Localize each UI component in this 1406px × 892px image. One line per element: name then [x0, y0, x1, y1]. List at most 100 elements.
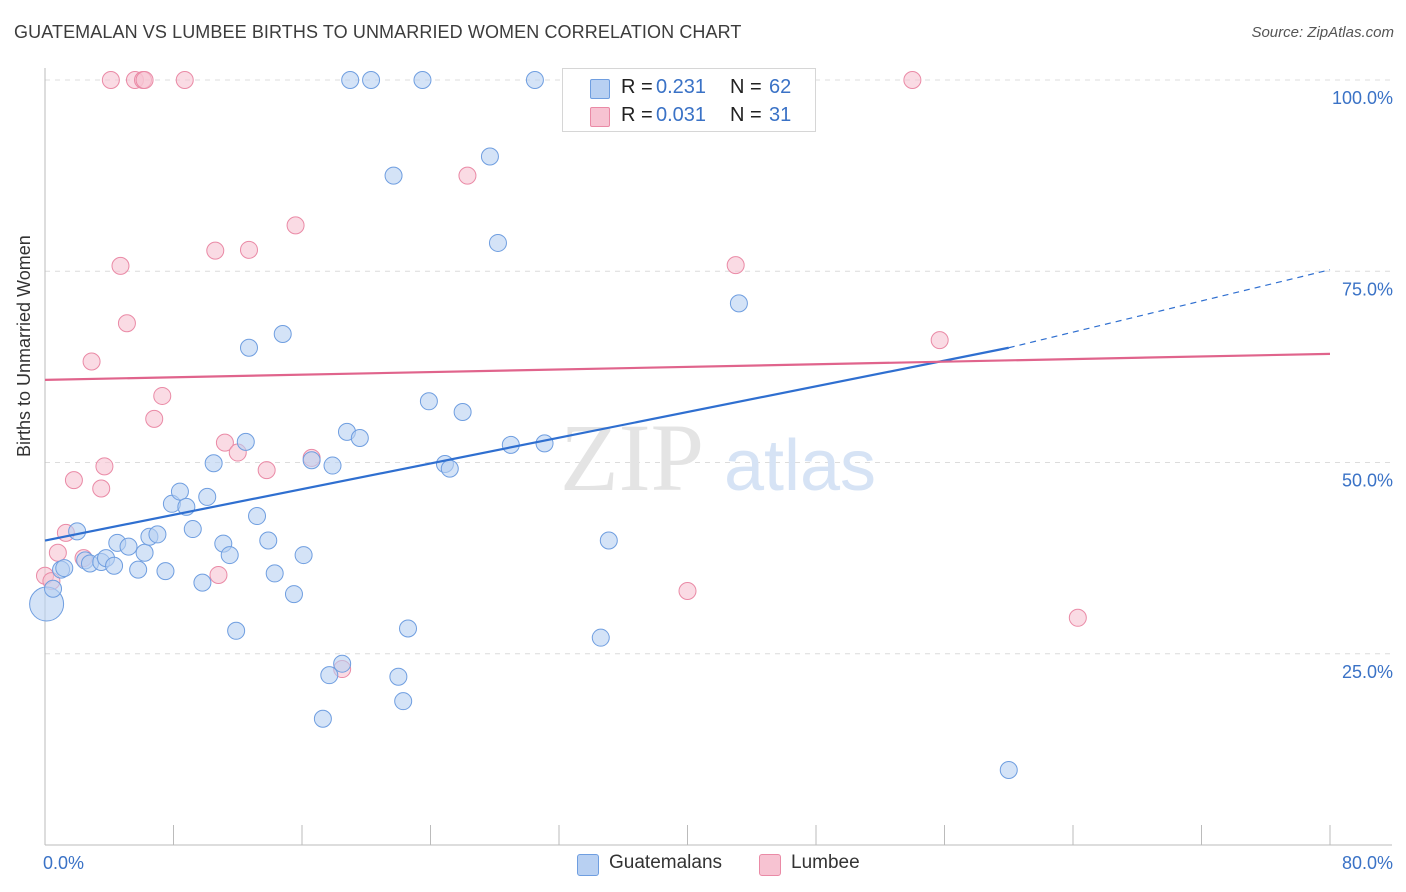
legend-n-value: 31 [769, 104, 792, 126]
point-guatemalan [193, 573, 212, 592]
y-tick-label: 25.0% [1342, 662, 1393, 682]
point-guatemalan [729, 294, 748, 313]
bottom-legend-label: Guatemalans [609, 852, 723, 873]
point-guatemalan [119, 537, 138, 556]
point-guatemalan [501, 435, 520, 454]
point-lumbee [726, 256, 745, 275]
point-guatemalan [135, 543, 154, 562]
y-axis-label: Births to Unmarried Women [14, 235, 34, 457]
point-lumbee [175, 71, 194, 89]
point-guatemalan [394, 692, 413, 711]
point-guatemalan [535, 434, 554, 453]
axes [44, 68, 1392, 846]
point-guatemalan [389, 667, 408, 686]
point-guatemalan [204, 454, 223, 473]
trend-line-guatemalans-extension [1008, 269, 1331, 349]
point-guatemalan [525, 71, 544, 89]
y-tick-label: 75.0% [1342, 279, 1393, 299]
point-guatemalan [488, 233, 507, 252]
point-guatemalan [198, 487, 217, 506]
point-guatemalan [265, 564, 284, 583]
watermark-zip: ZIP [560, 404, 704, 511]
legend-r-value: 0.031 [656, 104, 707, 126]
bottom-legend-swatch-blue [577, 854, 599, 876]
legend-n-label: N = [730, 104, 762, 126]
watermark-atlas: atlas [724, 426, 876, 506]
point-guatemalan [419, 392, 438, 411]
point-lumbee [95, 457, 114, 476]
legend-row-lumbee: R = 0.031 N = 31 [563, 101, 815, 129]
point-guatemalan [248, 507, 267, 526]
point-lumbee [257, 461, 276, 480]
point-guatemalan [399, 619, 418, 638]
point-guatemalan [362, 71, 381, 89]
point-guatemalan [183, 520, 202, 539]
point-guatemalan [350, 429, 369, 448]
point-lumbee [92, 479, 111, 498]
point-guatemalan [284, 585, 303, 604]
trend-line-guatemalans [44, 346, 1009, 542]
bottom-legend-swatch-pink [759, 854, 781, 876]
point-lumbee [82, 352, 101, 371]
point-guatemalan [148, 525, 167, 544]
legend-swatch-pink [590, 107, 610, 127]
point-lumbee [135, 71, 154, 89]
point-lumbee [1068, 608, 1087, 627]
point-guatemalan [453, 403, 472, 422]
point-guatemalan [239, 338, 258, 357]
chart-title: GUATEMALAN VS LUMBEE BIRTHS TO UNMARRIED… [14, 22, 742, 42]
point-lumbee [153, 386, 172, 405]
point-guatemalan [591, 628, 610, 647]
point-lumbee [64, 471, 83, 490]
stats-legend: R = 0.231 N = 62 R = 0.031 N = 31 [562, 68, 816, 132]
point-guatemalan [273, 324, 292, 343]
point-lumbee [678, 582, 697, 601]
point-lumbee [145, 409, 164, 428]
point-guatemalan [413, 71, 432, 89]
point-guatemalan [440, 459, 459, 478]
trend-lines [44, 269, 1331, 542]
point-guatemalan [294, 546, 313, 565]
point-guatemalan [999, 761, 1018, 780]
legend-r-label: R = [621, 76, 653, 98]
point-guatemalan [220, 546, 239, 565]
data-points [29, 71, 1087, 780]
point-guatemalan [68, 522, 87, 541]
point-guatemalan [599, 531, 618, 550]
legend-n-value: 62 [769, 76, 792, 98]
x-tick-label-max: 80.0% [1342, 853, 1393, 873]
point-lumbee [215, 433, 234, 452]
legend-swatch-blue [590, 79, 610, 99]
point-lumbee [239, 240, 258, 259]
legend-r-label: R = [621, 104, 653, 126]
source-label: Source: ZipAtlas.com [1251, 24, 1394, 41]
point-guatemalan [44, 579, 63, 598]
point-guatemalan [313, 709, 332, 728]
point-lumbee [286, 216, 305, 235]
point-lumbee [111, 256, 130, 275]
point-guatemalan [323, 456, 342, 475]
point-guatemalan [333, 654, 352, 673]
point-lumbee [117, 314, 136, 333]
point-lumbee [101, 71, 120, 89]
point-lumbee [930, 331, 949, 350]
point-guatemalan [129, 560, 148, 579]
point-guatemalan [480, 147, 499, 166]
watermark: ZIP atlas [560, 404, 876, 511]
point-guatemalan [236, 432, 255, 451]
x-tick-label-min: 0.0% [43, 853, 84, 873]
legend-row-guatemalans: R = 0.231 N = 62 [563, 73, 815, 101]
point-guatemalan [320, 666, 339, 685]
trend-line-lumbee [44, 352, 1331, 381]
legend-r-value: 0.231 [656, 76, 707, 98]
point-guatemalan [341, 71, 360, 89]
point-lumbee [458, 166, 477, 185]
point-lumbee [48, 543, 67, 562]
point-lumbee [209, 565, 228, 584]
point-guatemalan [302, 451, 321, 470]
bottom-legend-label: Lumbee [791, 852, 860, 873]
point-guatemalan [227, 621, 246, 640]
point-lumbee [206, 241, 225, 260]
point-guatemalan [259, 531, 278, 550]
y-tick-label: 100.0% [1332, 88, 1393, 108]
